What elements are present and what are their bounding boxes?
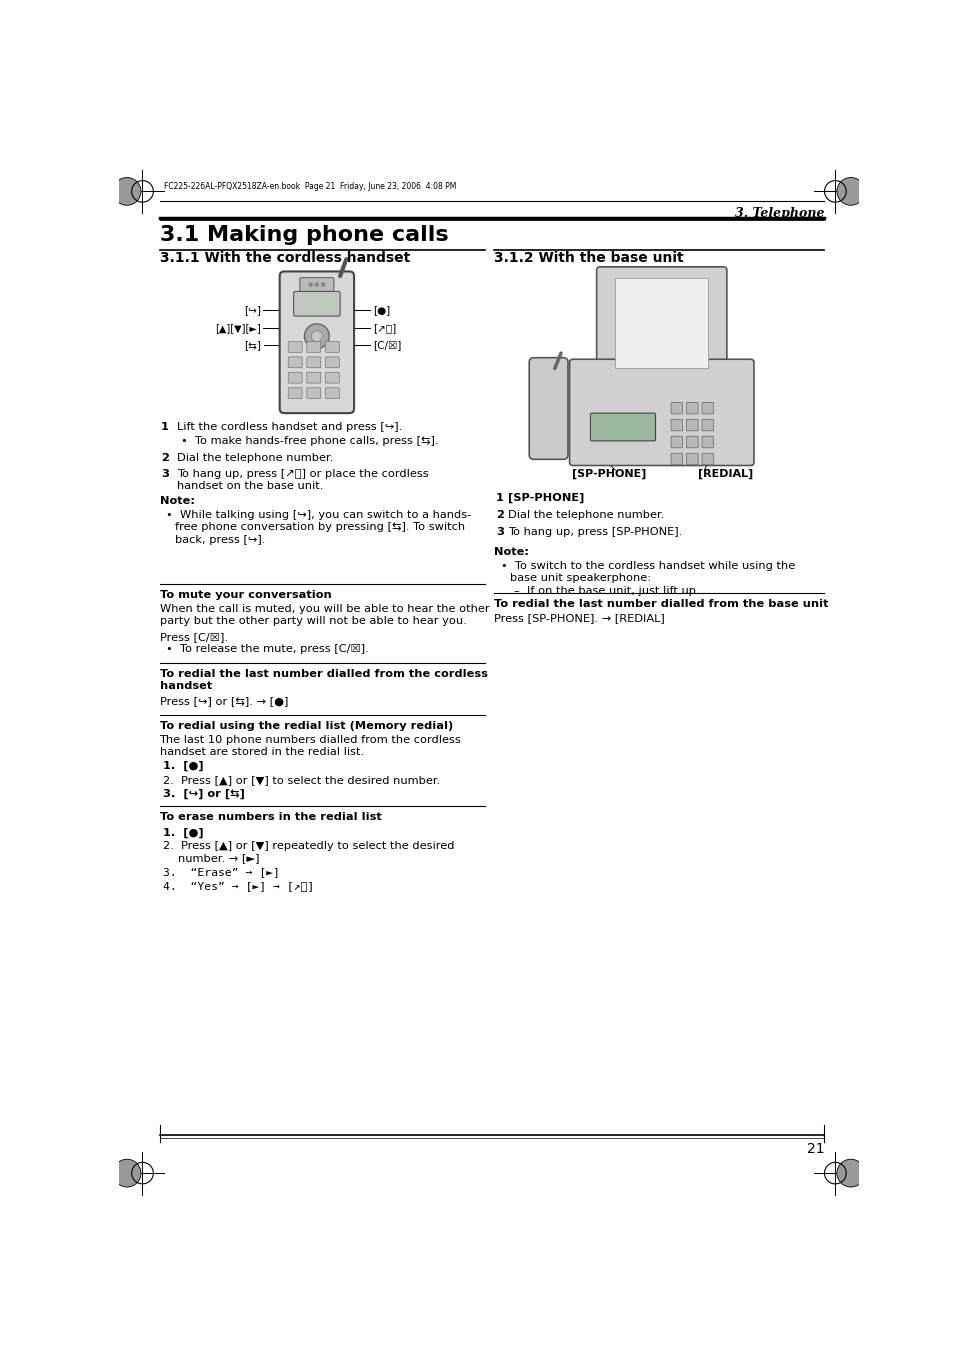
Text: [C/☒]: [C/☒]: [373, 339, 400, 350]
FancyBboxPatch shape: [686, 403, 698, 413]
Text: 2: 2: [161, 453, 169, 463]
FancyBboxPatch shape: [307, 388, 320, 399]
FancyBboxPatch shape: [701, 436, 713, 447]
FancyBboxPatch shape: [325, 357, 339, 367]
Text: free phone conversation by pressing [⇆]. To switch: free phone conversation by pressing [⇆].…: [174, 523, 465, 532]
Text: [▲][▼][►]: [▲][▼][►]: [215, 323, 261, 332]
Text: handset: handset: [159, 681, 212, 692]
Text: Note:: Note:: [159, 496, 194, 507]
FancyBboxPatch shape: [307, 342, 320, 353]
FancyBboxPatch shape: [590, 413, 655, 440]
Text: [SP-PHONE]: [SP-PHONE]: [508, 493, 584, 504]
Text: 2.  Press [▲] or [▼] to select the desired number.: 2. Press [▲] or [▼] to select the desire…: [162, 775, 439, 785]
Text: •  To switch to the cordless handset while using the: • To switch to the cordless handset whil…: [500, 561, 794, 571]
Text: 21: 21: [806, 1143, 823, 1156]
Text: 1: 1: [496, 493, 503, 503]
FancyBboxPatch shape: [670, 436, 682, 447]
Text: Note:: Note:: [494, 547, 529, 557]
Text: base unit speakerphone:: base unit speakerphone:: [509, 573, 650, 584]
Text: 4.  “Yes” → [►] → [↗ⓞ]: 4. “Yes” → [►] → [↗ⓞ]: [162, 881, 314, 892]
Bar: [615, 277, 707, 369]
Text: To mute your conversation: To mute your conversation: [159, 590, 331, 600]
FancyBboxPatch shape: [686, 436, 698, 447]
Text: When the call is muted, you will be able to hear the other: When the call is muted, you will be able…: [159, 604, 489, 615]
FancyBboxPatch shape: [307, 357, 320, 367]
Circle shape: [308, 282, 313, 286]
Text: 1: 1: [161, 423, 169, 432]
Circle shape: [314, 282, 319, 286]
Text: [↪]: [↪]: [244, 305, 261, 315]
Circle shape: [311, 331, 322, 342]
Text: [⇆]: [⇆]: [244, 339, 261, 350]
FancyBboxPatch shape: [569, 359, 753, 466]
Circle shape: [113, 1159, 141, 1188]
Text: •  To release the mute, press [C/☒].: • To release the mute, press [C/☒].: [166, 644, 368, 654]
FancyBboxPatch shape: [670, 403, 682, 413]
FancyBboxPatch shape: [701, 453, 713, 465]
FancyBboxPatch shape: [670, 419, 682, 431]
Text: 1.  [●]: 1. [●]: [162, 761, 203, 771]
Text: –  If on the base unit, just lift up.: – If on the base unit, just lift up.: [514, 585, 700, 596]
Text: 3: 3: [161, 469, 169, 478]
Circle shape: [113, 177, 141, 205]
Text: The last 10 phone numbers dialled from the cordless: The last 10 phone numbers dialled from t…: [159, 735, 461, 744]
FancyBboxPatch shape: [325, 342, 339, 353]
FancyBboxPatch shape: [279, 272, 354, 413]
Text: number. → [►]: number. → [►]: [178, 854, 259, 863]
FancyBboxPatch shape: [299, 277, 334, 292]
Text: 3.  “Erase” → [►]: 3. “Erase” → [►]: [162, 867, 279, 877]
Text: 3.1.2 With the base unit: 3.1.2 With the base unit: [494, 251, 683, 265]
FancyBboxPatch shape: [701, 419, 713, 431]
Circle shape: [304, 324, 329, 349]
Text: [●]: [●]: [373, 305, 390, 315]
Text: To hang up, press [↗ⓞ] or place the cordless: To hang up, press [↗ⓞ] or place the cord…: [176, 469, 428, 478]
Text: 3.1.1 With the cordless handset: 3.1.1 With the cordless handset: [159, 251, 410, 265]
FancyBboxPatch shape: [701, 403, 713, 413]
Text: handset on the base unit.: handset on the base unit.: [176, 481, 323, 490]
FancyBboxPatch shape: [294, 292, 340, 316]
FancyBboxPatch shape: [686, 453, 698, 465]
Text: [SP-PHONE]: [SP-PHONE]: [571, 469, 645, 478]
Text: 1.  [●]: 1. [●]: [162, 827, 203, 838]
FancyBboxPatch shape: [596, 267, 726, 373]
Text: 3: 3: [496, 527, 503, 538]
Text: Press [C/☒].: Press [C/☒].: [159, 632, 228, 642]
Text: [REDIAL]: [REDIAL]: [698, 469, 753, 478]
Text: FC225-226AL-PFQX2518ZA-en.book  Page 21  Friday, June 23, 2006  4:08 PM: FC225-226AL-PFQX2518ZA-en.book Page 21 F…: [164, 182, 456, 192]
FancyBboxPatch shape: [288, 342, 302, 353]
Text: [↗ⓞ]: [↗ⓞ]: [373, 323, 395, 332]
Text: party but the other party will not be able to hear you.: party but the other party will not be ab…: [159, 616, 466, 627]
Text: 3.  [↪] or [⇆]: 3. [↪] or [⇆]: [162, 789, 244, 800]
Text: Dial the telephone number.: Dial the telephone number.: [176, 453, 333, 463]
Text: To redial the last number dialled from the base unit: To redial the last number dialled from t…: [494, 600, 828, 609]
Text: To erase numbers in the redial list: To erase numbers in the redial list: [159, 812, 381, 821]
FancyBboxPatch shape: [686, 419, 698, 431]
Text: Press [↪] or [⇆]. → [●]: Press [↪] or [⇆]. → [●]: [159, 697, 288, 707]
Text: Dial the telephone number.: Dial the telephone number.: [508, 511, 664, 520]
Circle shape: [836, 1159, 863, 1188]
Text: Lift the cordless handset and press [↪].: Lift the cordless handset and press [↪].: [176, 423, 401, 432]
Text: 2.  Press [▲] or [▼] repeatedly to select the desired: 2. Press [▲] or [▼] repeatedly to select…: [162, 842, 454, 851]
FancyBboxPatch shape: [307, 373, 320, 384]
Text: handset are stored in the redial list.: handset are stored in the redial list.: [159, 747, 363, 758]
FancyBboxPatch shape: [288, 388, 302, 399]
Text: 3.1 Making phone calls: 3.1 Making phone calls: [159, 226, 448, 246]
Text: Press [SP-PHONE]. → [REDIAL]: Press [SP-PHONE]. → [REDIAL]: [494, 613, 664, 623]
Text: 3. Telephone: 3. Telephone: [734, 207, 823, 220]
Text: back, press [↪].: back, press [↪].: [174, 535, 265, 544]
Circle shape: [836, 177, 863, 205]
Text: 2: 2: [496, 511, 503, 520]
Text: To hang up, press [SP-PHONE].: To hang up, press [SP-PHONE].: [508, 527, 681, 538]
Text: To redial using the redial list (Memory redial): To redial using the redial list (Memory …: [159, 721, 453, 731]
Circle shape: [320, 282, 325, 286]
FancyBboxPatch shape: [325, 373, 339, 384]
Text: •  To make hands-free phone calls, press [⇆].: • To make hands-free phone calls, press …: [181, 436, 438, 446]
FancyBboxPatch shape: [288, 357, 302, 367]
FancyBboxPatch shape: [325, 388, 339, 399]
FancyBboxPatch shape: [529, 358, 567, 459]
Text: •  While talking using [↪], you can switch to a hands-: • While talking using [↪], you can switc…: [166, 511, 471, 520]
Text: To redial the last number dialled from the cordless: To redial the last number dialled from t…: [159, 669, 487, 678]
FancyBboxPatch shape: [288, 373, 302, 384]
FancyBboxPatch shape: [670, 453, 682, 465]
